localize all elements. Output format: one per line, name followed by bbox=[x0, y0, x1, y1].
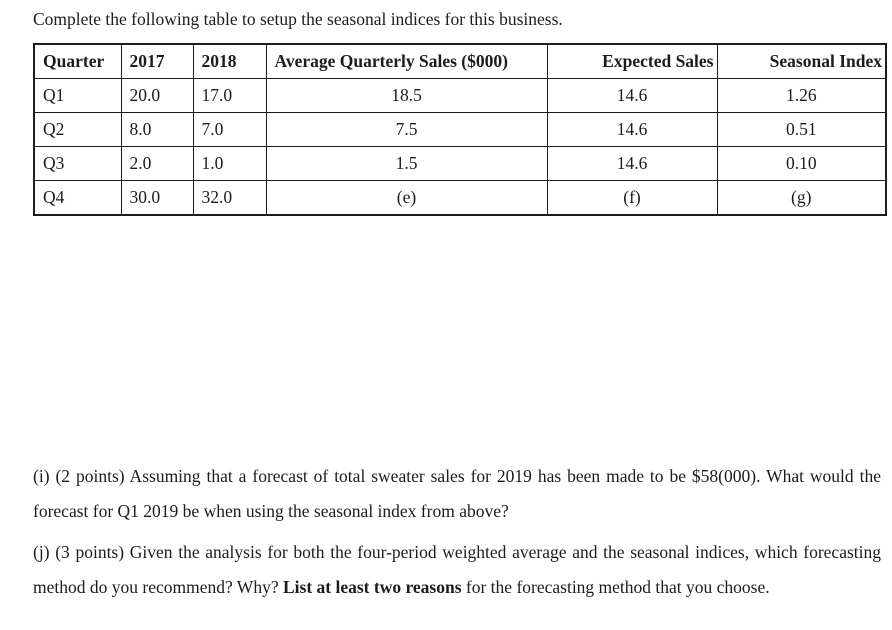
cell-2018: 7.0 bbox=[192, 112, 267, 147]
table-row: Q2 8.0 7.0 7.5 14.6 0.51 bbox=[33, 112, 887, 147]
question-j-pre: (j) (3 points) Given the analysis for bo… bbox=[33, 542, 881, 597]
cell-average-sales: 7.5 bbox=[265, 112, 548, 147]
cell-expected-sales: (f) bbox=[546, 180, 718, 216]
cell-average-sales: 18.5 bbox=[265, 78, 548, 113]
table-header-row: Quarter 2017 2018 Average Quarterly Sale… bbox=[33, 43, 887, 79]
question-j-bold-phrase: List at least two reasons bbox=[282, 576, 462, 597]
blank-space bbox=[0, 216, 892, 459]
question-j-post: for the forecasting method that you choo… bbox=[461, 576, 770, 597]
cell-2017: 20.0 bbox=[120, 78, 194, 113]
table-row: Q1 20.0 17.0 18.5 14.6 1.26 bbox=[33, 78, 887, 113]
cell-2018: 32.0 bbox=[192, 180, 267, 216]
col-header-average-sales: Average Quarterly Sales ($000) bbox=[265, 43, 548, 79]
cell-seasonal-index: 0.51 bbox=[716, 112, 887, 147]
cell-seasonal-index: 0.10 bbox=[716, 146, 887, 181]
cell-expected-sales: 14.6 bbox=[546, 78, 718, 113]
col-header-2017: 2017 bbox=[120, 43, 194, 79]
cell-quarter: Q3 bbox=[33, 146, 122, 181]
col-header-quarter: Quarter bbox=[33, 43, 122, 79]
cell-2018: 17.0 bbox=[192, 78, 267, 113]
cell-2018: 1.0 bbox=[192, 146, 267, 181]
cell-seasonal-index: (g) bbox=[716, 180, 887, 216]
col-header-seasonal-index: Seasonal Index bbox=[716, 43, 887, 79]
cell-quarter: Q4 bbox=[33, 180, 122, 216]
cell-expected-sales: 14.6 bbox=[546, 112, 718, 147]
cell-quarter: Q1 bbox=[33, 78, 122, 113]
cell-2017: 2.0 bbox=[120, 146, 194, 181]
cell-average-sales: 1.5 bbox=[265, 146, 548, 181]
seasonal-indices-table: Quarter 2017 2018 Average Quarterly Sale… bbox=[33, 43, 887, 216]
question-i-text: (i) (2 points) Assuming that a forecast … bbox=[33, 466, 881, 521]
instruction-text: Complete the following table to setup th… bbox=[33, 9, 563, 29]
cell-quarter: Q2 bbox=[33, 112, 122, 147]
cell-2017: 30.0 bbox=[120, 180, 194, 216]
cell-2017: 8.0 bbox=[120, 112, 194, 147]
cell-expected-sales: 14.6 bbox=[546, 146, 718, 181]
table-row: Q4 30.0 32.0 (e) (f) (g) bbox=[33, 180, 887, 216]
cell-average-sales: (e) bbox=[265, 180, 548, 216]
col-header-expected-sales: Expected Sales bbox=[546, 43, 718, 79]
cell-seasonal-index: 1.26 bbox=[716, 78, 887, 113]
question-j-text: (j) (3 points) Given the analysis for bo… bbox=[0, 535, 891, 604]
col-header-2018: 2018 bbox=[192, 43, 267, 79]
table-row: Q3 2.0 1.0 1.5 14.6 0.10 bbox=[33, 146, 887, 181]
